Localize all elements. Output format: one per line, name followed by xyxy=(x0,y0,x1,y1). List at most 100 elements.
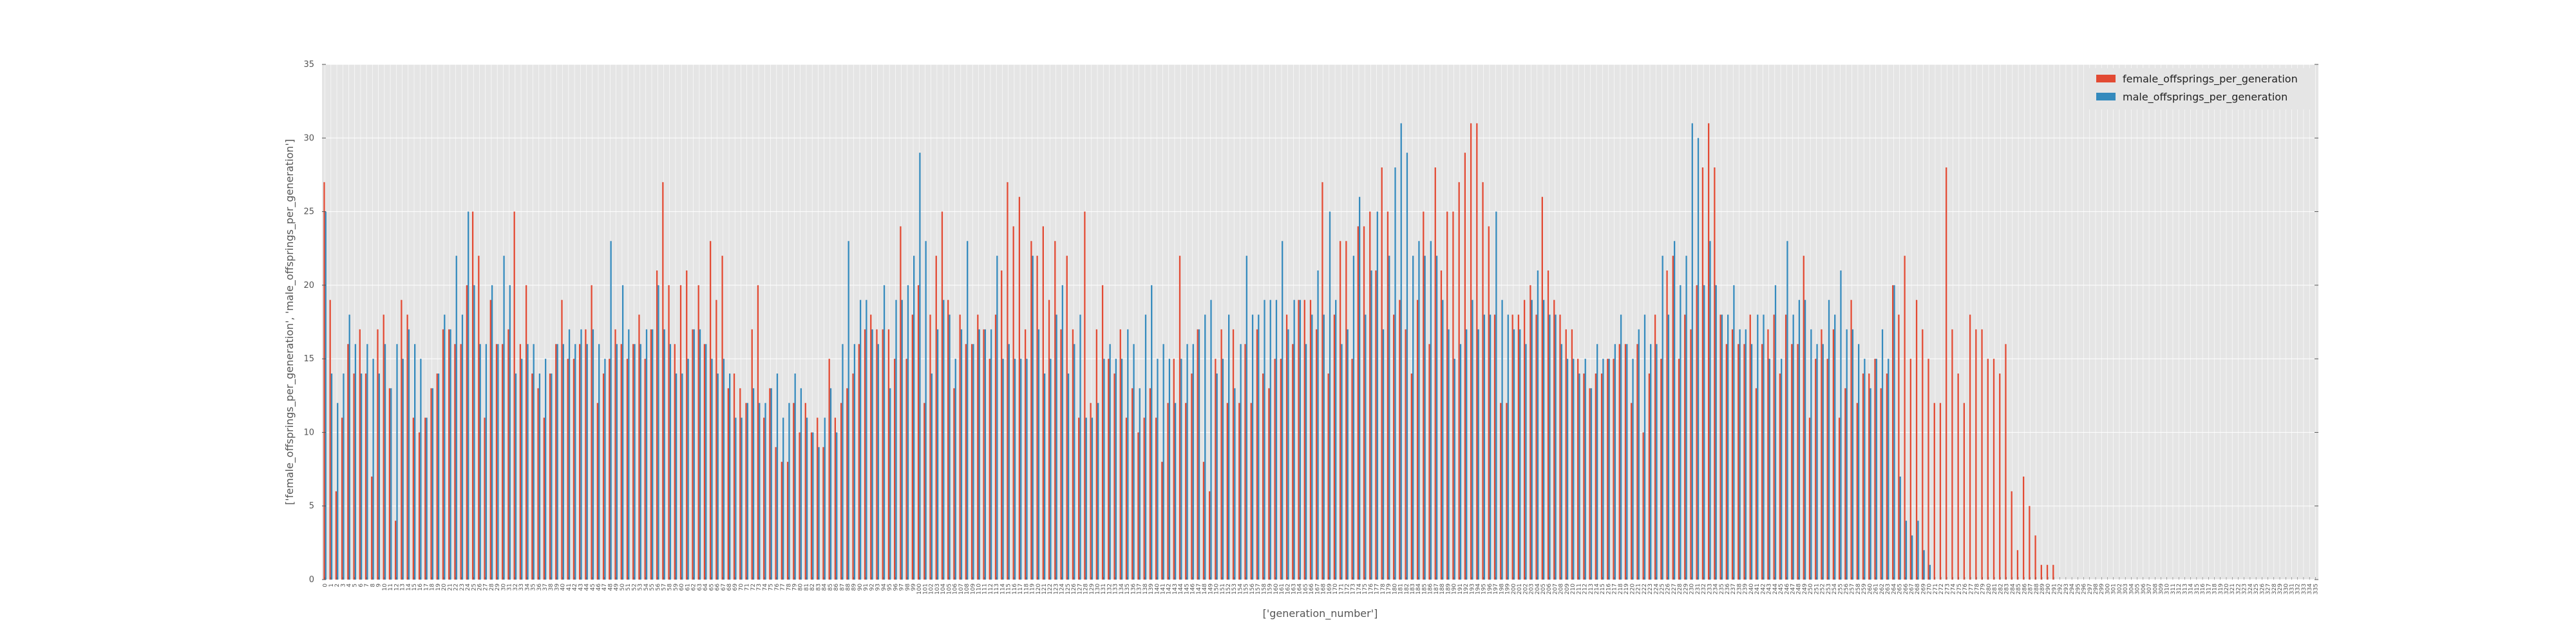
x-tick-label: 182 xyxy=(1404,583,1410,594)
bar-female xyxy=(882,329,884,580)
bar-male xyxy=(1382,329,1385,580)
x-tick-label: 313 xyxy=(2182,583,2188,594)
bar-male xyxy=(1727,314,1729,580)
x-tick-label: 103 xyxy=(934,583,941,594)
bar-female xyxy=(935,256,937,580)
bar-female xyxy=(1654,314,1656,580)
x-tick-label: 91 xyxy=(863,583,869,591)
bar-male xyxy=(829,388,832,580)
bar-male xyxy=(372,359,374,580)
x-tick-label: 193 xyxy=(1469,583,1475,594)
x-tick-label: 326 xyxy=(2259,583,2266,594)
x-tick-label: 275 xyxy=(1956,583,1963,594)
x-tick-label: 267 xyxy=(1909,583,1915,594)
bar-female xyxy=(1773,314,1775,580)
x-tick-label: 99 xyxy=(911,583,917,591)
bar-female xyxy=(1316,329,1318,580)
bar-female xyxy=(1708,123,1710,580)
y-tick-label: 30 xyxy=(303,133,314,143)
bar-female xyxy=(1113,374,1115,580)
bar-male xyxy=(473,285,475,580)
x-tick-label: 252 xyxy=(1820,583,1826,594)
bar-female xyxy=(1054,241,1056,580)
x-tick-label: 42 xyxy=(572,583,578,591)
bar-female xyxy=(923,402,925,580)
x-tick-label: 173 xyxy=(1350,583,1357,594)
legend-box xyxy=(2087,68,2312,109)
bar-female xyxy=(692,329,694,580)
bar-female xyxy=(1684,314,1686,580)
x-tick-label: 204 xyxy=(1535,583,1541,594)
bar-male xyxy=(1370,270,1372,580)
bar-female xyxy=(710,241,712,580)
x-tick-label: 206 xyxy=(1546,583,1553,594)
x-tick-label: 29 xyxy=(495,583,501,591)
bar-male xyxy=(1275,299,1278,580)
bar-female xyxy=(353,374,355,580)
y-tick-label: 15 xyxy=(303,354,314,364)
x-tick-label: 200 xyxy=(1511,583,1517,594)
bar-female xyxy=(1553,299,1555,580)
bar-female xyxy=(656,270,658,580)
x-tick-label: 18 xyxy=(430,583,436,591)
bar-female xyxy=(1957,374,1959,580)
bar-male xyxy=(931,374,933,580)
x-tick-label: 39 xyxy=(554,583,560,591)
bar-female xyxy=(1060,329,1062,580)
bar-female xyxy=(1999,374,2001,580)
bar-female xyxy=(1108,359,1110,580)
bar-male xyxy=(1097,402,1099,580)
bar-male xyxy=(497,344,499,580)
bar-female xyxy=(1132,388,1133,580)
x-tick-label: 126 xyxy=(1071,583,1077,594)
bar-female xyxy=(596,402,599,580)
x-tick-label: 184 xyxy=(1416,583,1422,594)
x-tick-label: 279 xyxy=(1980,583,1987,594)
bar-male xyxy=(1418,241,1420,580)
bar-male xyxy=(824,417,826,580)
bar-male xyxy=(580,329,582,580)
bar-male xyxy=(717,374,719,580)
x-tick-label: 309 xyxy=(2159,583,2165,594)
bar-female xyxy=(1268,388,1270,580)
bar-male xyxy=(1768,359,1770,580)
bar-male xyxy=(1905,520,1908,580)
bar-male xyxy=(598,344,600,580)
bar-male xyxy=(658,285,659,580)
bar-female xyxy=(828,359,830,580)
bar-female xyxy=(1595,374,1597,580)
x-tick-label: 96 xyxy=(893,583,899,591)
bar-male xyxy=(1852,329,1854,580)
bar-male xyxy=(360,374,363,580)
bar-male xyxy=(628,329,630,580)
bar-female xyxy=(2005,344,2007,580)
bar-female xyxy=(495,344,498,580)
bar-female xyxy=(662,182,664,580)
bar-male xyxy=(325,211,327,580)
bar-male xyxy=(1204,314,1206,580)
x-tick-label: 221 xyxy=(1636,583,1642,594)
bar-female xyxy=(537,388,539,580)
x-tick-label: 325 xyxy=(2253,583,2260,594)
bar-female xyxy=(1191,374,1193,580)
x-tick-label: 145 xyxy=(1184,583,1190,594)
bar-female xyxy=(614,329,616,580)
bar-male xyxy=(1305,344,1307,580)
bar-female xyxy=(781,462,783,580)
bar-male xyxy=(444,314,446,580)
x-tick-label: 61 xyxy=(685,583,691,591)
bar-male xyxy=(348,314,350,580)
bar-female xyxy=(1143,417,1145,580)
x-tick-label: 190 xyxy=(1452,583,1458,594)
x-tick-label: 263 xyxy=(1885,583,1891,594)
x-tick-label: 273 xyxy=(1944,583,1951,594)
bar-female xyxy=(941,211,943,580)
bar-male xyxy=(1133,344,1135,580)
x-tick-label: 24 xyxy=(465,583,471,591)
x-tick-label: 83 xyxy=(815,583,822,591)
x-tick-label: 6 xyxy=(358,583,365,587)
bar-male xyxy=(1483,314,1486,580)
bar-female xyxy=(1530,285,1531,580)
x-tick-label: 156 xyxy=(1249,583,1256,594)
